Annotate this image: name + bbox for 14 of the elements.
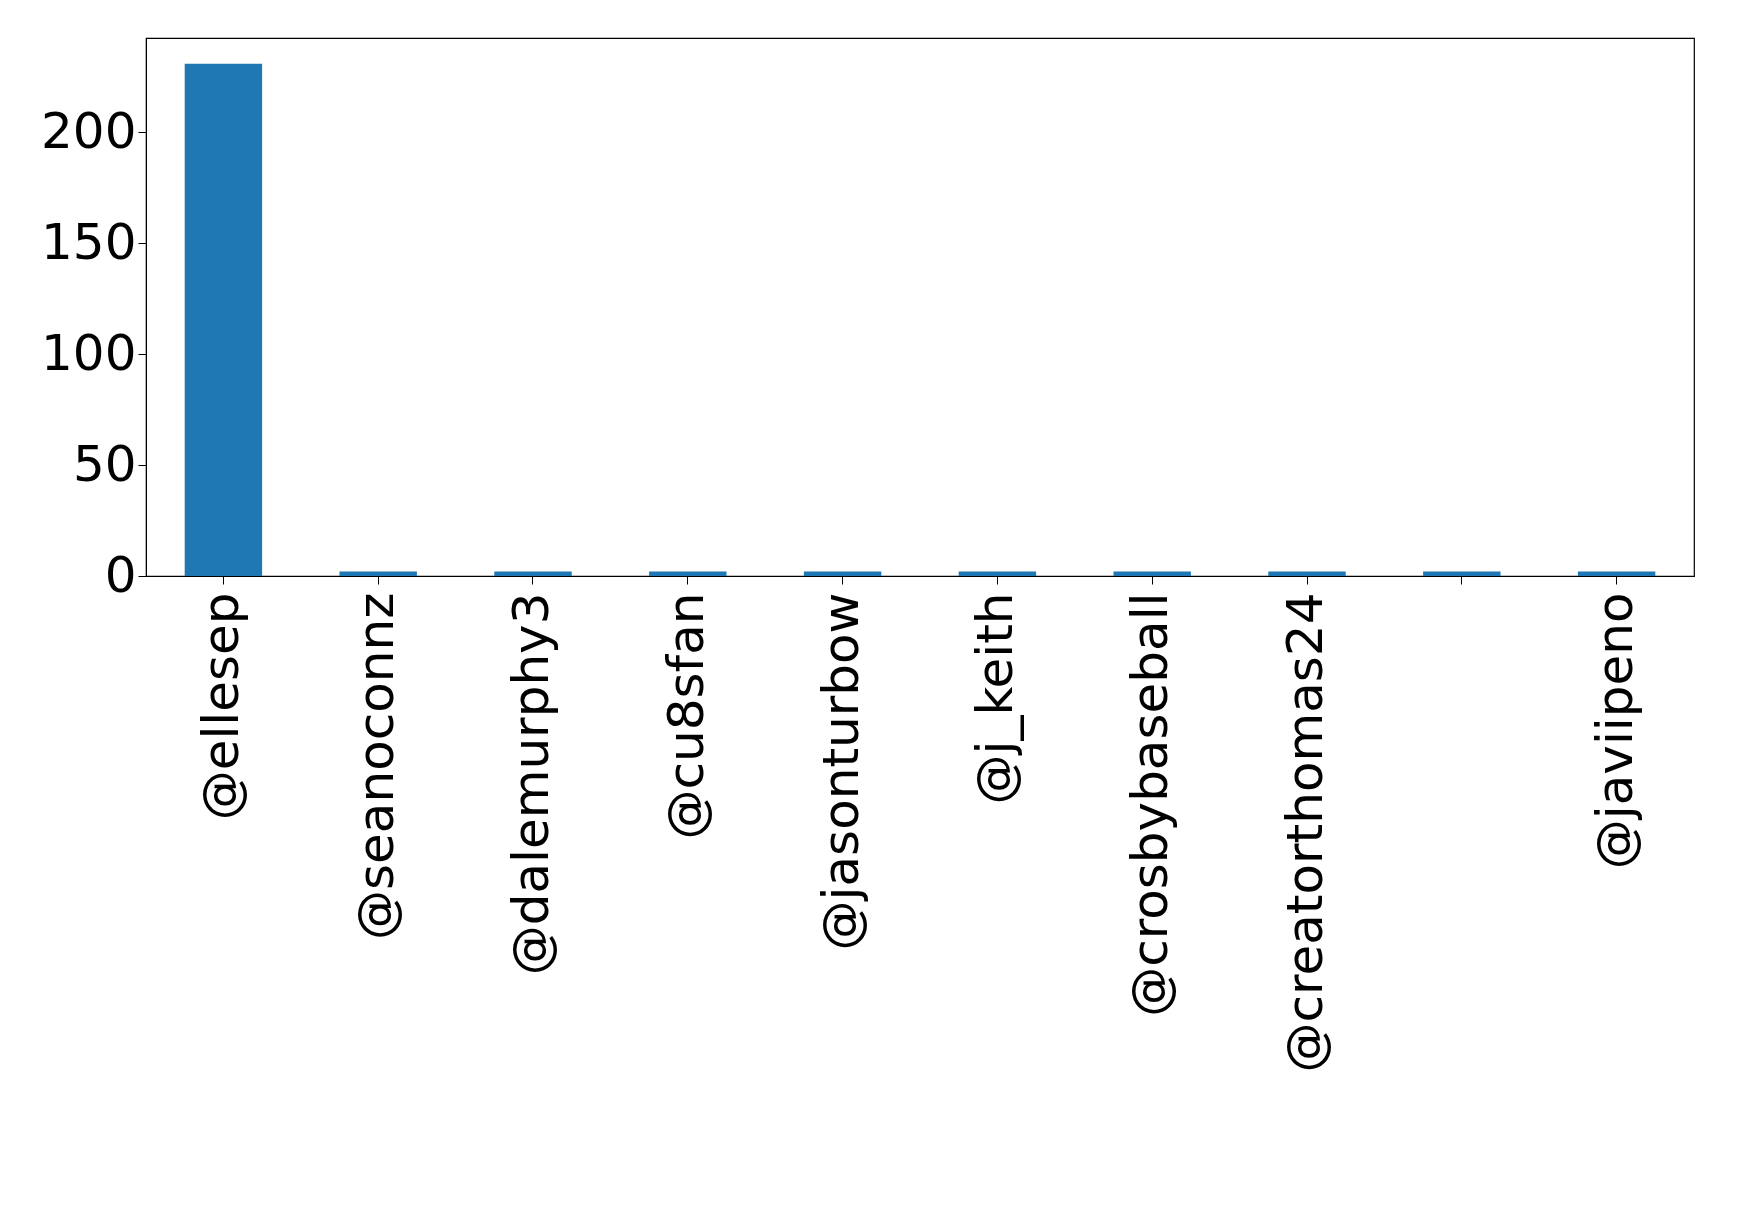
x-tick-label: @ellesep [192, 592, 251, 821]
y-tick-label: 0 [104, 545, 137, 604]
x-tick-label: @crosbybaseball [1121, 592, 1180, 1017]
y-tick-label: 50 [72, 434, 137, 493]
x-tick-label: @cu8sfan [656, 592, 715, 840]
y-tick-label: 200 [41, 101, 137, 160]
x-tick-label: @javiipeno [1585, 592, 1644, 870]
y-tick-label: 150 [41, 212, 137, 271]
x-tick-label: @jasonturbow [811, 592, 870, 951]
x-tick-label: @j_keith [966, 592, 1025, 805]
x-tick-label: @creatorthomas24 [1276, 592, 1334, 1073]
y-tick-label: 100 [41, 323, 137, 382]
x-tick-label: @seanoconnz [347, 592, 406, 940]
x-tick-label: @dalemurphy3 [502, 592, 560, 976]
